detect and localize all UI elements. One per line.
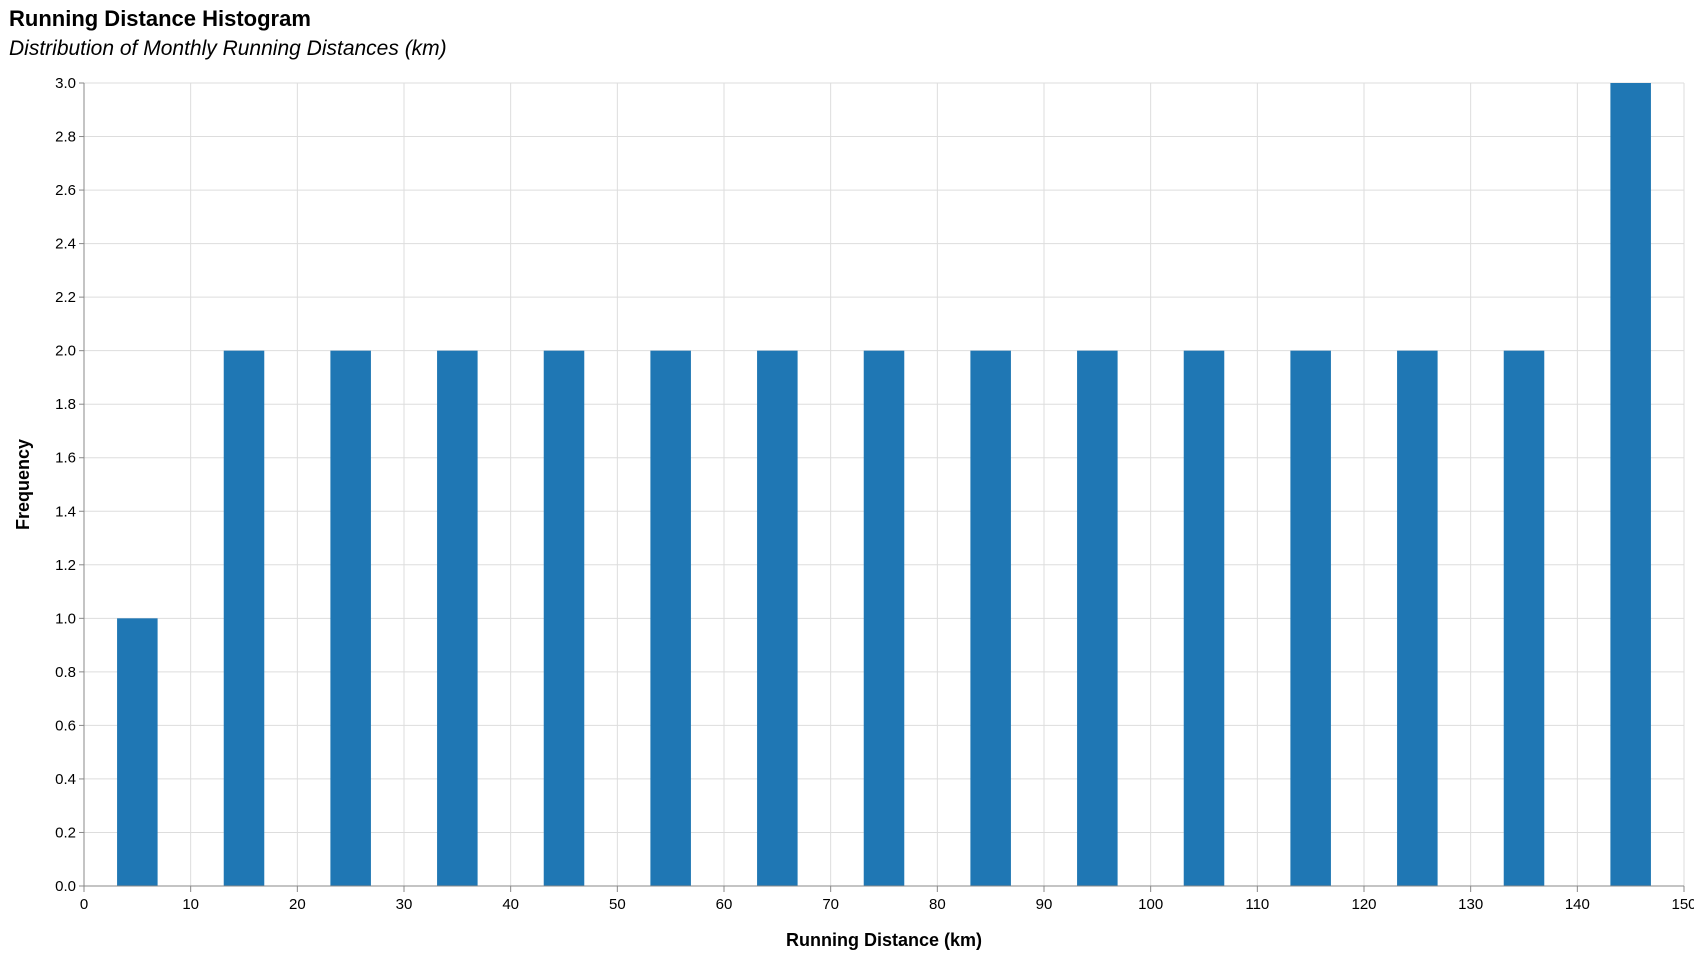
histogram-bar-140-150 (1610, 83, 1651, 886)
histogram-bar-80-90 (970, 350, 1011, 887)
chart-title: Running Distance Histogram (9, 6, 311, 31)
x-tick-label: 0 (80, 896, 88, 913)
x-tick-label: 40 (502, 896, 519, 913)
x-axis-title: Running Distance (km) (786, 930, 982, 950)
histogram-bar-90-100 (1077, 350, 1118, 887)
y-tick-label: 1.6 (55, 450, 76, 467)
y-tick-label: 2.0 (55, 343, 76, 360)
x-tick-label: 10 (182, 896, 199, 913)
x-tick-label: 50 (609, 896, 626, 913)
histogram-bar-0-10 (117, 618, 158, 886)
x-tick-label: 30 (396, 896, 413, 913)
histogram-bar-50-60 (650, 350, 691, 887)
y-axis-title: Frequency (13, 439, 33, 530)
y-tick-label: 0.4 (55, 771, 76, 788)
histogram-bar-130-140 (1503, 350, 1545, 887)
y-tick-label: 0.8 (55, 664, 76, 681)
y-tick-label: 1.2 (55, 557, 76, 574)
histogram-bar-60-70 (757, 350, 798, 887)
y-tick-label: 0.0 (55, 878, 76, 895)
histogram-bar-100-110 (1183, 350, 1225, 887)
y-tick-label: 3.0 (55, 75, 76, 92)
x-tick-label: 100 (1138, 896, 1163, 913)
histogram-bar-120-130 (1397, 350, 1438, 887)
histogram-bar-10-20 (223, 350, 265, 887)
x-tick-label: 120 (1351, 896, 1376, 913)
histogram-bar-70-80 (863, 350, 905, 887)
histogram-bar-110-120 (1290, 350, 1331, 887)
x-tick-label: 80 (929, 896, 946, 913)
y-tick-label: 2.6 (55, 182, 76, 199)
y-tick-label: 2.2 (55, 289, 76, 306)
bars (117, 83, 1651, 887)
histogram-bar-40-50 (543, 350, 585, 887)
axes: 0.0 0.2 0.4 0.6 0.8 1.0 1.2 1.4 1.6 1.8 2.0 2.2 2.4 2… (55, 75, 1694, 913)
y-tick-label: 2.4 (55, 236, 76, 253)
x-tick-label: 20 (289, 896, 306, 913)
x-tick-label: 130 (1458, 896, 1483, 913)
y-tick-label: 1.4 (55, 503, 76, 520)
y-tick-label: 1.8 (55, 396, 76, 413)
y-tick-label: 0.6 (55, 717, 76, 734)
x-tick-label: 60 (716, 896, 733, 913)
histogram-bar-20-30 (330, 350, 371, 887)
x-tick-label: 70 (822, 896, 839, 913)
y-tick-label: 1.0 (55, 610, 76, 627)
y-tick-label: 0.2 (55, 824, 76, 841)
x-tick-label: 150 (1671, 896, 1694, 913)
x-tick-label: 110 (1245, 896, 1269, 913)
x-tick-label: 140 (1565, 896, 1590, 913)
histogram-bar-30-40 (437, 350, 478, 887)
y-tick-label: 2.8 (55, 129, 76, 146)
chart-subtitle: Distribution of Monthly Running Distance… (9, 37, 447, 60)
x-tick-label: 90 (1036, 896, 1053, 913)
